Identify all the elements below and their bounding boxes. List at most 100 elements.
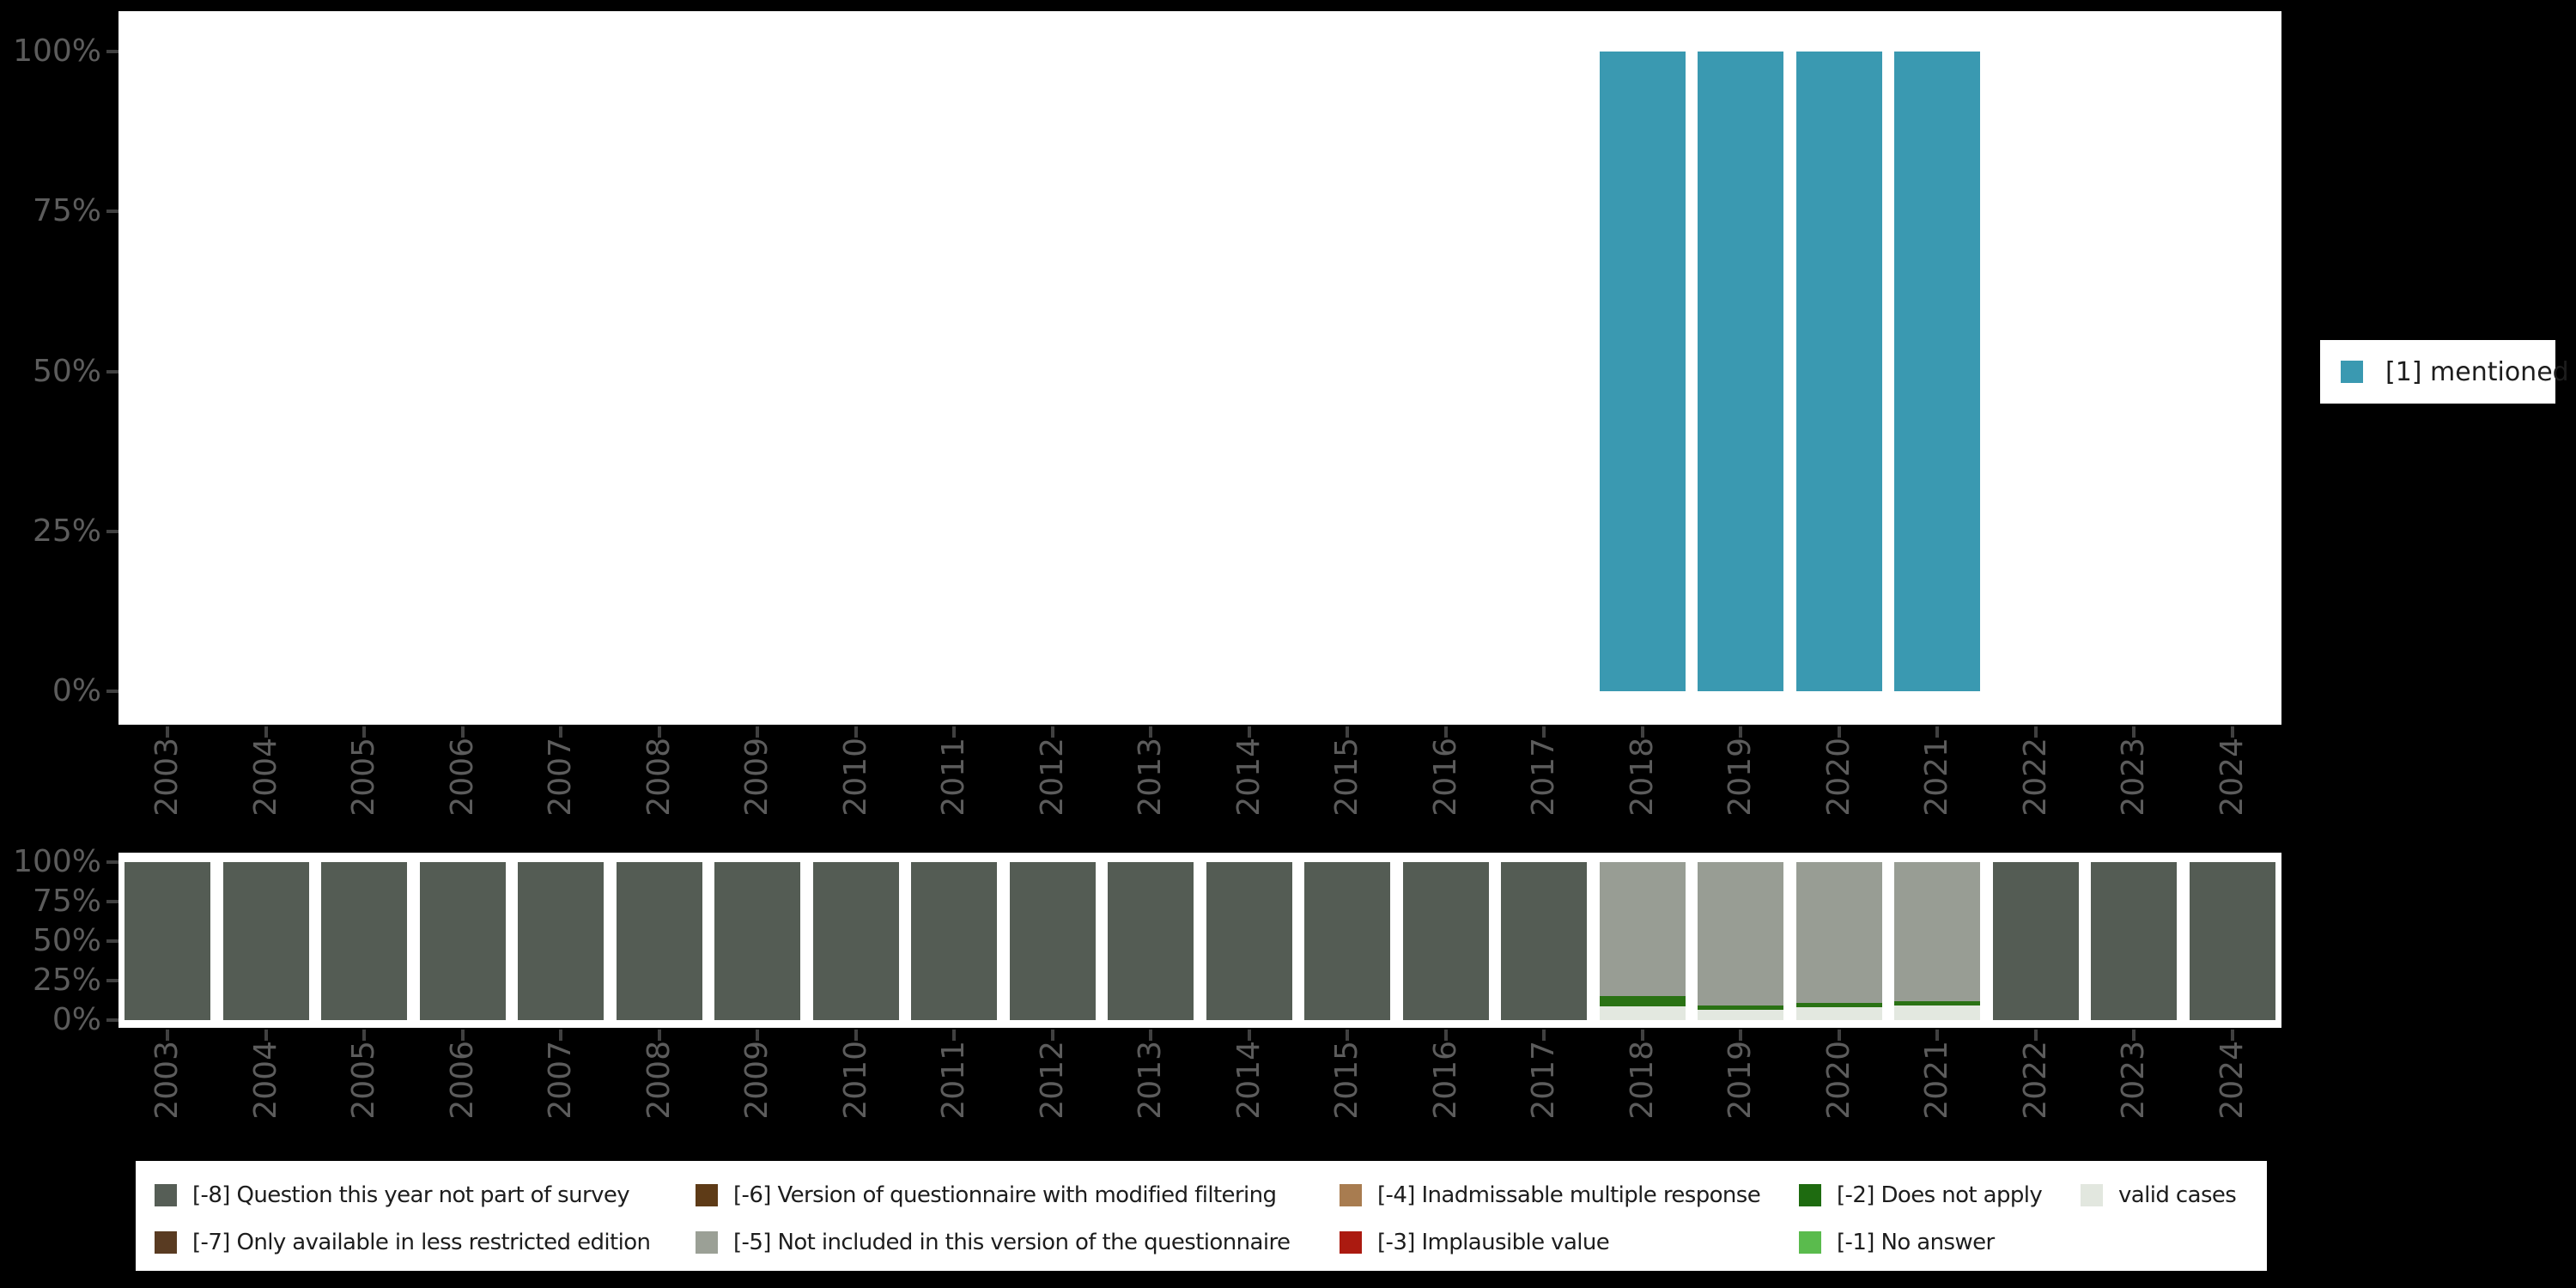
y-axis-tick xyxy=(106,939,118,943)
x-axis-tick xyxy=(2033,726,2038,738)
x-axis-tick xyxy=(1935,726,1940,738)
legend-item: [-6] Version of questionnaire with modif… xyxy=(696,1182,1277,1208)
x-axis-tick xyxy=(264,726,268,738)
x-axis-tick xyxy=(460,1030,465,1041)
legend-label: [-4] Inadmissable multiple response xyxy=(1377,1182,1761,1208)
bar-segment xyxy=(1009,862,1096,1020)
bar-segment xyxy=(1698,1005,1784,1011)
bar-segment xyxy=(714,862,801,1020)
x-axis-tick xyxy=(362,1030,367,1041)
legend-item: [-7] Only available in less restricted e… xyxy=(155,1230,651,1255)
x-axis-tick xyxy=(2230,726,2234,738)
x-axis-tick xyxy=(1837,1030,1841,1041)
bar-segment xyxy=(911,862,998,1020)
x-axis-tick xyxy=(657,726,661,738)
x-axis-tick xyxy=(657,1030,661,1041)
bar-segment xyxy=(1894,1000,1981,1006)
x-axis-tick xyxy=(756,726,760,738)
y-axis-label: 0% xyxy=(52,1002,101,1037)
legend-item: [-8] Question this year not part of surv… xyxy=(155,1182,630,1208)
x-axis-tick xyxy=(952,726,957,738)
bar-segment xyxy=(1795,1002,1882,1008)
legend-item: [-1] No answer xyxy=(1799,1230,1995,1255)
legend-swatch-icon xyxy=(1799,1231,1821,1254)
x-axis-tick xyxy=(1050,726,1054,738)
legend-item: [-3] Implausible value xyxy=(1340,1230,1610,1255)
y-axis-label: 0% xyxy=(52,673,101,708)
bar-segment xyxy=(321,862,408,1020)
y-axis-tick xyxy=(106,690,118,693)
bar-segment xyxy=(1402,862,1489,1020)
y-axis-tick xyxy=(106,1018,118,1022)
x-axis-tick xyxy=(1640,726,1644,738)
bar-segment xyxy=(1599,52,1686,691)
y-axis-label: 25% xyxy=(32,963,101,998)
x-axis-tick xyxy=(1837,726,1841,738)
legend-item: valid cases xyxy=(2081,1182,2237,1208)
legend-label: [-8] Question this year not part of surv… xyxy=(192,1182,630,1208)
bar-segment xyxy=(1894,52,1981,691)
x-axis-tick xyxy=(854,726,858,738)
y-axis-label: 75% xyxy=(32,193,101,229)
bar-segment xyxy=(125,862,211,1020)
legend-label: valid cases xyxy=(2118,1182,2237,1208)
bar-segment xyxy=(518,862,605,1020)
y-axis-tick xyxy=(106,979,118,982)
y-axis-tick xyxy=(106,900,118,903)
legend-label: [-3] Implausible value xyxy=(1377,1230,1610,1255)
bar-segment xyxy=(1795,1007,1882,1020)
legend-label: [-6] Version of questionnaire with modif… xyxy=(733,1182,1277,1208)
x-axis-tick xyxy=(559,1030,563,1041)
legend-swatch-icon xyxy=(155,1231,177,1254)
x-axis-tick xyxy=(1247,1030,1251,1041)
bar-segment xyxy=(812,862,899,1020)
y-axis-tick xyxy=(106,369,118,374)
bar-segment xyxy=(1698,52,1784,691)
top-chart-legend: [1] mentioned xyxy=(2320,340,2569,404)
legend-label: [-7] Only available in less restricted e… xyxy=(192,1230,651,1255)
y-axis-label: 50% xyxy=(32,923,101,958)
legend-swatch-icon xyxy=(1340,1231,1362,1254)
x-axis-tick xyxy=(756,1030,760,1041)
legend-swatch-icon xyxy=(1799,1184,1821,1206)
y-axis-label: 25% xyxy=(32,513,101,549)
bar-segment xyxy=(1894,862,1981,1001)
y-axis-tick xyxy=(106,860,118,864)
x-axis-tick xyxy=(1542,726,1546,738)
x-axis-tick xyxy=(460,726,465,738)
y-axis-label: 100% xyxy=(13,33,101,69)
bottom-chart-legend: [-8] Question this year not part of surv… xyxy=(136,1161,2267,1271)
y-axis-tick xyxy=(106,529,118,533)
legend-item: [-5] Not included in this version of the… xyxy=(696,1230,1291,1255)
x-axis-tick xyxy=(264,1030,268,1041)
x-axis-tick xyxy=(1542,1030,1546,1041)
legend-label: [-2] Does not apply xyxy=(1837,1182,2043,1208)
x-axis-tick xyxy=(1050,1030,1054,1041)
bar-segment xyxy=(616,862,702,1020)
bar-segment xyxy=(1698,862,1784,1005)
bar-segment xyxy=(2091,862,2178,1020)
bar-segment xyxy=(1599,862,1686,997)
y-axis-label: 50% xyxy=(32,353,101,389)
x-axis-tick xyxy=(1640,1030,1644,1041)
x-axis-tick xyxy=(1346,726,1350,738)
legend-label: [-1] No answer xyxy=(1837,1230,1995,1255)
x-axis-tick xyxy=(854,1030,858,1041)
x-axis-tick xyxy=(2132,726,2136,738)
bar-segment xyxy=(1992,862,2079,1020)
legend-swatch-icon xyxy=(696,1231,718,1254)
x-axis-tick xyxy=(952,1030,957,1041)
bar-segment xyxy=(1698,1010,1784,1020)
y-axis-tick xyxy=(106,50,118,53)
x-axis-tick xyxy=(2033,1030,2038,1041)
bar-segment xyxy=(1599,996,1686,1007)
x-axis-tick xyxy=(559,726,563,738)
x-axis-tick xyxy=(2230,1030,2234,1041)
legend-item: [-4] Inadmissable multiple response xyxy=(1340,1182,1761,1208)
y-axis-label: 100% xyxy=(13,844,101,879)
x-axis-tick xyxy=(1346,1030,1350,1041)
legend-swatch-icon xyxy=(696,1184,718,1206)
bar-segment xyxy=(1304,862,1391,1020)
bar-segment xyxy=(1795,52,1882,691)
